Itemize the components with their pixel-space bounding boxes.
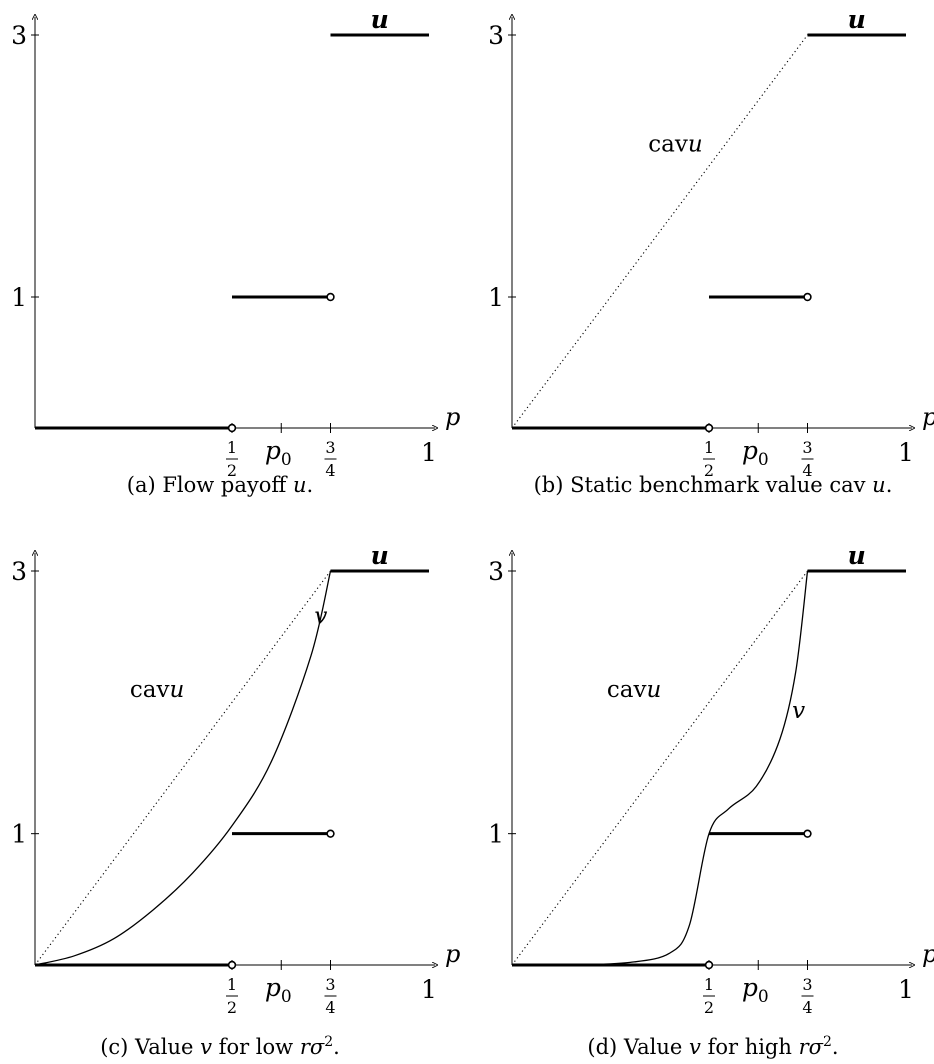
x-tick-denominator: 2 <box>704 998 714 1017</box>
open-endpoint <box>803 829 812 838</box>
caption-text: (d) Value <box>587 1035 689 1059</box>
x-tick-numerator: 3 <box>325 438 335 457</box>
open-endpoint <box>704 423 714 433</box>
x-tick-numerator: 3 <box>325 975 335 994</box>
x-tick-label: 1 <box>898 438 914 467</box>
caption-b: (b) Static benchmark value cav u. <box>534 473 893 497</box>
x-axis-variable: p <box>445 403 460 431</box>
x-tick-label-p0: p0 <box>742 436 769 470</box>
v-curve <box>511 570 809 966</box>
x-tick-label-p0: p0 <box>742 973 769 1007</box>
open-endpoint <box>326 292 335 302</box>
x-tick-denominator: 4 <box>325 461 335 480</box>
caption-text: (c) Value <box>100 1035 200 1059</box>
x-tick-subscript: 0 <box>281 987 292 1007</box>
x-tick-p: p <box>742 436 758 465</box>
x-tick-label: 1 <box>898 975 914 1004</box>
x-tick-denominator: 4 <box>802 461 812 480</box>
cav-text: cav <box>648 132 688 158</box>
x-tick-subscript: 0 <box>758 450 769 470</box>
y-tick-label: 3 <box>11 557 27 586</box>
cav-label: cavu <box>648 132 702 158</box>
x-tick-p: p <box>742 973 758 1002</box>
u-label: u <box>371 5 389 34</box>
cav-text: cav <box>130 677 170 703</box>
caption-text: . <box>333 1035 340 1059</box>
x-axis-variable: p <box>922 403 934 431</box>
cav-variable: u <box>170 677 185 703</box>
cav-label: cavu <box>130 677 184 703</box>
x-tick-denominator: 2 <box>227 461 237 480</box>
x-tick-label: 1 <box>421 975 437 1004</box>
x-tick-p: p <box>265 973 281 1002</box>
v-label: v <box>314 604 327 630</box>
y-tick-label: 3 <box>11 21 27 50</box>
v-curve <box>34 570 332 966</box>
y-tick-label: 1 <box>11 820 27 849</box>
caption-text: (b) Static benchmark value cav <box>534 473 873 497</box>
caption-d: (d) Value v for high rσ2. <box>587 1034 838 1059</box>
caption-text: . <box>832 1035 839 1059</box>
open-endpoint <box>803 292 812 302</box>
caption-a: (a) Flow payoff u. <box>127 473 313 497</box>
x-axis-variable: p <box>445 940 460 968</box>
caption-variable: u <box>872 473 886 497</box>
caption-variable: u <box>293 473 307 497</box>
cav-label: cavu <box>607 677 661 703</box>
x-tick-denominator: 4 <box>325 998 335 1017</box>
x-tick-numerator: 3 <box>802 438 812 457</box>
x-tick-subscript: 0 <box>281 450 292 470</box>
u-label: u <box>848 541 866 570</box>
open-endpoint <box>704 960 714 970</box>
y-tick-label: 3 <box>488 21 504 50</box>
x-tick-denominator: 2 <box>704 461 714 480</box>
x-tick-label: 1 <box>421 438 437 467</box>
u-label: u <box>371 541 389 570</box>
open-endpoint <box>227 960 237 970</box>
x-tick-numerator: 1 <box>227 438 237 457</box>
x-tick-label-p0: p0 <box>265 973 292 1007</box>
caption-text: . <box>886 473 893 497</box>
v-label: v <box>792 698 805 724</box>
caption-c: (c) Value v for low rσ2. <box>100 1034 340 1059</box>
open-endpoint <box>326 829 335 838</box>
cav-text: cav <box>607 677 647 703</box>
caption-text: for low <box>212 1035 300 1059</box>
caption-exponent: 2 <box>324 1034 333 1050</box>
caption-variable: v <box>200 1035 212 1059</box>
caption-text: . <box>307 473 314 497</box>
cav-variable: u <box>688 132 703 158</box>
caption-text: for high <box>701 1035 799 1059</box>
cav-line <box>511 570 906 966</box>
x-tick-denominator: 4 <box>802 998 812 1017</box>
x-tick-p: p <box>265 436 281 465</box>
caption-r-sigma: rσ <box>799 1035 824 1059</box>
y-tick-label: 1 <box>11 283 27 312</box>
cav-line <box>34 570 429 966</box>
caption-text: (a) Flow payoff <box>127 473 293 497</box>
caption-r-sigma: rσ <box>300 1035 325 1059</box>
cav-variable: u <box>647 677 662 703</box>
x-tick-subscript: 0 <box>758 987 769 1007</box>
cav-line <box>511 34 906 429</box>
x-tick-numerator: 1 <box>704 438 714 457</box>
y-tick-label: 1 <box>488 820 504 849</box>
x-tick-denominator: 2 <box>227 998 237 1017</box>
open-endpoint <box>227 423 237 433</box>
x-tick-label-p0: p0 <box>265 436 292 470</box>
y-tick-label: 1 <box>488 283 504 312</box>
x-tick-numerator: 3 <box>802 975 812 994</box>
caption-variable: v <box>689 1035 701 1059</box>
caption-exponent: 2 <box>823 1034 832 1050</box>
u-label: u <box>848 5 866 34</box>
y-tick-label: 3 <box>488 557 504 586</box>
x-axis-variable: p <box>922 940 934 968</box>
x-tick-numerator: 1 <box>227 975 237 994</box>
x-tick-numerator: 1 <box>704 975 714 994</box>
